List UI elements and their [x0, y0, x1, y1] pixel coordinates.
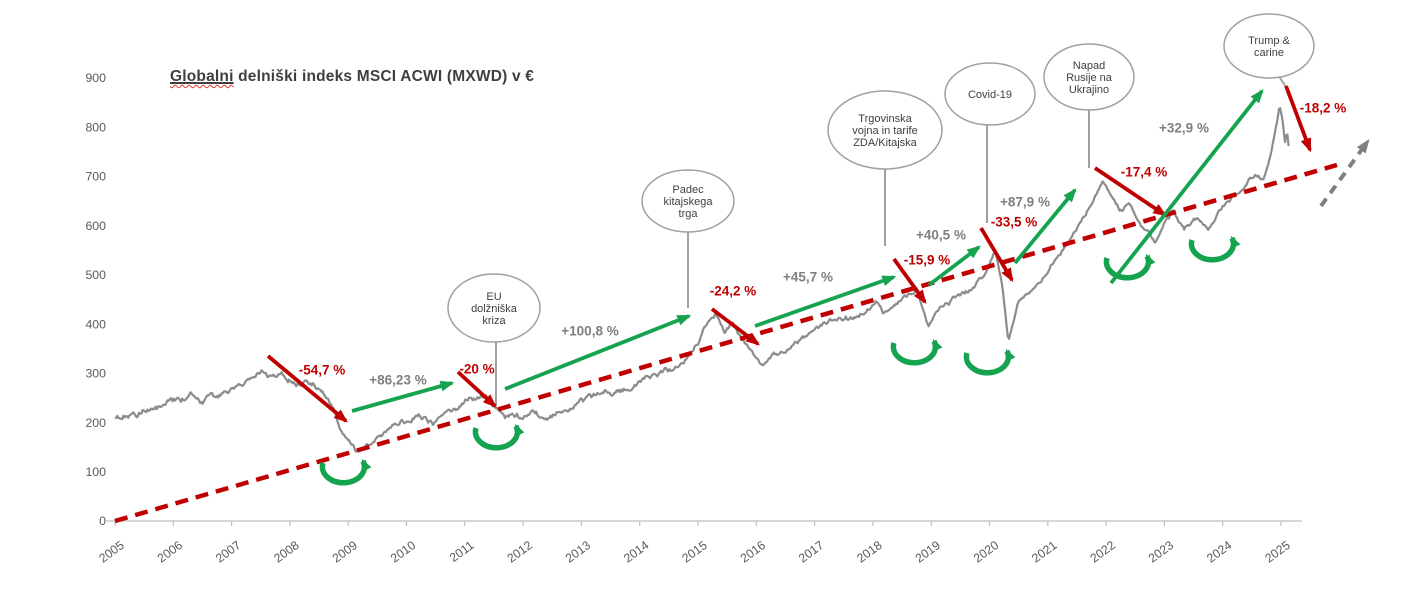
x-tick-label: 2023: [1146, 538, 1176, 566]
future-trend-arrow: [1319, 138, 1370, 208]
event-callout-bubble: [447, 273, 541, 343]
x-tick-label: 2012: [505, 538, 535, 566]
recovery-loop-arrow-icon: [890, 338, 943, 366]
gain-pct-label: +100,8 %: [561, 324, 618, 339]
recovery-loop-arrow-icon: [472, 423, 525, 451]
event-callout-text: Padec kitajskega trga: [664, 184, 714, 220]
event-callout: Trgovinska vojna in tarife ZDA/Kitajska: [827, 90, 943, 246]
loss-pct-label: -15,9 %: [904, 253, 951, 268]
event-callout-text: Trgovinska vojna in tarife ZDA/Kitajska: [852, 113, 917, 149]
x-tick-label: 2025: [1262, 538, 1292, 566]
loss-arrow: [710, 307, 760, 346]
x-tick-label: 2007: [213, 538, 243, 566]
recovery-loop-arrow-icon: [1188, 235, 1241, 263]
event-callout: Napad Rusije na Ukrajino: [1043, 43, 1135, 168]
loss-arrow: [456, 370, 497, 408]
chart-title-spellchecked-word: Globalni: [170, 68, 234, 85]
event-callout-text: Trump & carine: [1248, 35, 1290, 59]
x-tick-label: 2017: [796, 538, 826, 566]
gain-arrow: [1013, 188, 1077, 265]
y-tick-label: 400: [85, 317, 106, 331]
event-callout: EU dolžniška kriza: [447, 273, 541, 406]
gain-pct-label: +87,9 %: [1000, 195, 1050, 210]
loss-pct-label: -54,7 %: [299, 363, 346, 378]
event-callout: Trump & carine: [1223, 13, 1315, 88]
event-callout: Covid-19: [944, 62, 1036, 223]
chart-title-rest: delniški indeks MSCI ACWI (MXWD) v €: [233, 68, 535, 85]
gain-pct-label: +86,23 %: [369, 373, 426, 388]
x-tick-label: 2022: [1088, 538, 1118, 566]
loss-pct-label: -24,2 %: [710, 284, 757, 299]
y-tick-label: 600: [85, 219, 106, 233]
loss-arrow: [266, 354, 348, 423]
event-callout-bubble: [641, 169, 735, 233]
x-tick-label: 2021: [1029, 538, 1059, 566]
x-tick-label: 2005: [96, 538, 126, 566]
gain-pct-label: +40,5 %: [916, 228, 966, 243]
y-tick-label: 700: [85, 170, 106, 184]
event-callout-bubble: [944, 62, 1036, 126]
gain-pct-label: +45,7 %: [783, 270, 833, 285]
event-callout-bubble: [827, 90, 943, 170]
event-callout-bubble: [1043, 43, 1135, 111]
x-tick-label: 2010: [388, 538, 418, 566]
event-callout-text: Napad Rusije na Ukrajino: [1066, 60, 1113, 96]
loss-pct-label: -18,2 %: [1300, 101, 1347, 116]
loss-arrow: [892, 257, 927, 305]
event-callout-bubble: [1223, 13, 1315, 79]
gain-arrow: [351, 380, 455, 413]
x-tick-label: 2008: [271, 538, 301, 566]
recovery-loop-arrow-icon: [1103, 253, 1156, 281]
loss-pct-label: -20 %: [459, 362, 494, 377]
event-callout-text: EU dolžniška kriza: [471, 291, 518, 327]
y-tick-label: 800: [85, 120, 106, 134]
x-tick-label: 2019: [913, 538, 943, 566]
event-callout: Padec kitajskega trga: [641, 169, 735, 308]
x-tick-label: 2020: [971, 538, 1001, 566]
y-tick-label: 0: [99, 514, 106, 528]
loss-arrow: [1284, 85, 1312, 153]
x-tick-label: 2009: [330, 538, 360, 566]
y-tick-label: 500: [85, 268, 106, 282]
x-tick-label: 2016: [738, 538, 768, 566]
gain-arrow: [504, 314, 692, 391]
x-tick-label: 2015: [679, 538, 709, 566]
index-price-line: [114, 107, 1290, 453]
gain-pct-label: +32,9 %: [1159, 121, 1209, 136]
x-tick-label: 2014: [621, 538, 651, 566]
gain-arrow: [927, 245, 981, 287]
y-tick-label: 200: [85, 416, 106, 430]
x-tick-label: 2018: [854, 538, 884, 566]
y-tick-label: 100: [85, 465, 106, 479]
y-tick-label: 900: [85, 71, 106, 85]
x-tick-label: 2024: [1204, 538, 1234, 566]
event-callout-text: Covid-19: [968, 89, 1012, 101]
recovery-loop-arrow-icon: [963, 348, 1016, 376]
loss-pct-label: -17,4 %: [1121, 165, 1168, 180]
gain-arrow: [1109, 89, 1264, 285]
loss-arrow: [979, 227, 1014, 283]
x-tick-label: 2013: [563, 538, 593, 566]
event-callout-connector: [1279, 77, 1287, 88]
x-tick-label: 2006: [155, 538, 185, 566]
y-tick-label: 300: [85, 367, 106, 381]
chart-title: Globalni delniški indeks MSCI ACWI (MXWD…: [170, 68, 534, 86]
x-tick-label: 2011: [447, 538, 477, 565]
gain-arrow: [754, 275, 897, 328]
recovery-loop-arrow-icon: [319, 458, 372, 486]
loss-arrow: [1093, 166, 1168, 217]
loss-pct-label: -33,5 %: [991, 215, 1038, 230]
trend-line: [114, 162, 1338, 524]
